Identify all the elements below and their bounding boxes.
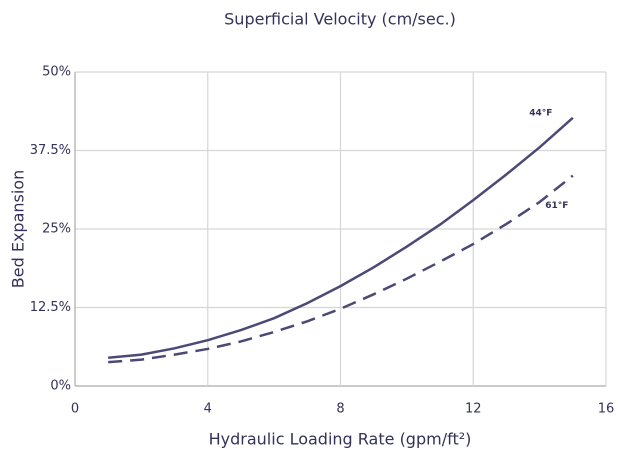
x-tick-label: 4 bbox=[204, 402, 212, 417]
series-line bbox=[108, 174, 574, 364]
series-label: 44°F bbox=[529, 108, 552, 118]
y-axis-title: Bed Expansion bbox=[9, 170, 28, 288]
y-tick-label: 12.5% bbox=[30, 300, 71, 315]
y-tick-label: 25% bbox=[42, 222, 71, 237]
y-tick-label: 50% bbox=[42, 65, 71, 80]
chart-title: Superficial Velocity (cm/sec.) bbox=[224, 10, 456, 29]
x-tick-label: 16 bbox=[598, 402, 615, 417]
y-tick-label: 0% bbox=[50, 379, 71, 394]
series-label: 61°F bbox=[545, 201, 568, 211]
x-tick-label: 8 bbox=[336, 402, 344, 417]
x-tick-label: 0 bbox=[71, 402, 79, 417]
series-line bbox=[108, 116, 574, 359]
y-tick-label: 37.5% bbox=[30, 143, 71, 158]
x-axis-title: Hydraulic Loading Rate (gpm/ft²) bbox=[209, 430, 472, 449]
x-tick-label: 12 bbox=[465, 402, 482, 417]
